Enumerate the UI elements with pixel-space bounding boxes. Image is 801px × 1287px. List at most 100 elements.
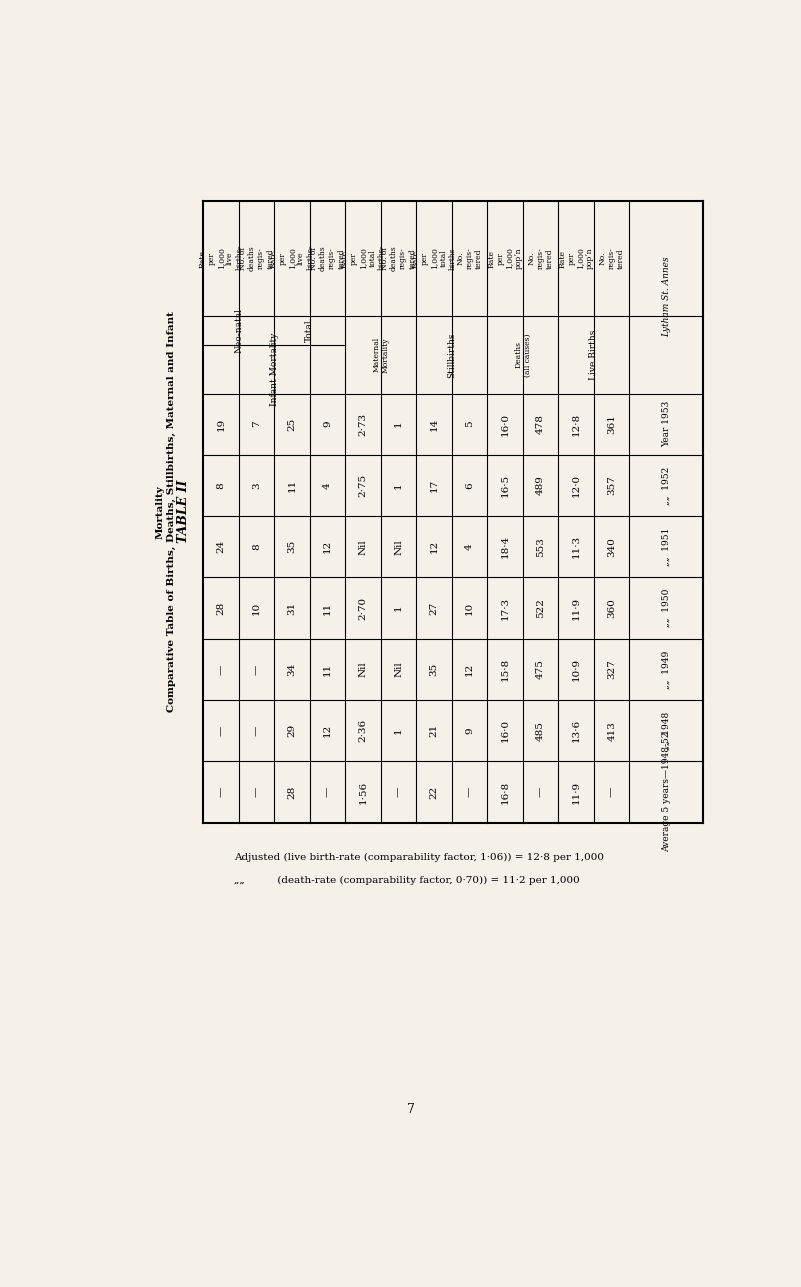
- Text: Rate
per
1,000
live
births: Rate per 1,000 live births: [199, 247, 244, 270]
- Text: 10: 10: [465, 601, 474, 615]
- Text: 17·3: 17·3: [501, 597, 509, 620]
- Text: 16·8: 16·8: [501, 781, 509, 803]
- Text: 1: 1: [394, 483, 403, 489]
- Text: 485: 485: [536, 721, 545, 741]
- Text: —: —: [394, 786, 403, 798]
- Text: 28: 28: [288, 785, 296, 799]
- Text: Maternal
Mortality: Maternal Mortality: [372, 337, 389, 373]
- Text: 16·5: 16·5: [501, 474, 509, 497]
- Text: Comparative Table of Births, Deaths, Stillbirths, Maternal and Infant: Comparative Table of Births, Deaths, Sti…: [167, 311, 176, 712]
- Text: 28: 28: [216, 601, 225, 615]
- Text: Adjusted (live birth-rate (comparability factor, 1·06)) = 12·8 per 1,000: Adjusted (live birth-rate (comparability…: [234, 853, 604, 862]
- Text: Infant Mortality: Infant Mortality: [270, 333, 279, 407]
- Text: „„  1948: „„ 1948: [662, 712, 670, 750]
- Text: 522: 522: [536, 598, 545, 618]
- Text: 7: 7: [252, 421, 261, 427]
- Text: 16·0: 16·0: [501, 719, 509, 743]
- Text: 478: 478: [536, 414, 545, 434]
- Text: 8: 8: [252, 543, 261, 550]
- Text: 11·3: 11·3: [572, 535, 581, 559]
- Text: 6: 6: [465, 483, 474, 489]
- Text: Rate
per
1,000
popʼn: Rate per 1,000 popʼn: [558, 247, 594, 269]
- Text: Stillbirths: Stillbirths: [447, 332, 457, 377]
- Text: No. of
deaths
regis-
tered: No. of deaths regis- tered: [310, 246, 345, 272]
- Text: 16·0: 16·0: [501, 413, 509, 436]
- Text: „„  1950: „„ 1950: [662, 589, 670, 627]
- Text: Neo-natal: Neo-natal: [234, 309, 244, 353]
- Text: 10: 10: [252, 601, 261, 615]
- Text: —: —: [323, 786, 332, 798]
- Text: Nil: Nil: [359, 662, 368, 677]
- Text: —: —: [252, 664, 261, 674]
- Text: —: —: [216, 786, 225, 798]
- Text: 2·36: 2·36: [359, 719, 368, 743]
- Text: 489: 489: [536, 476, 545, 495]
- Text: 475: 475: [536, 659, 545, 680]
- Text: 31: 31: [288, 601, 296, 615]
- Text: 34: 34: [288, 663, 296, 676]
- Text: —: —: [465, 786, 474, 798]
- Text: 5: 5: [465, 421, 474, 427]
- Text: Deaths
(all causes): Deaths (all causes): [514, 333, 532, 377]
- Text: —: —: [252, 726, 261, 736]
- Text: No. of
deaths
regis-
tered: No. of deaths regis- tered: [380, 246, 417, 272]
- Text: 357: 357: [607, 476, 616, 495]
- Text: 12·0: 12·0: [572, 474, 581, 497]
- Text: 11·9: 11·9: [572, 597, 581, 620]
- Text: Live Births: Live Births: [590, 329, 598, 380]
- Text: 2·73: 2·73: [359, 413, 368, 436]
- Text: 35: 35: [429, 663, 439, 676]
- Text: 13·6: 13·6: [572, 719, 581, 743]
- Text: Average 5 years—1948-52: Average 5 years—1948-52: [662, 732, 670, 852]
- Text: 2·70: 2·70: [359, 597, 368, 620]
- Text: 19: 19: [216, 417, 225, 431]
- Text: Mortality: Mortality: [156, 485, 165, 538]
- Text: 27: 27: [429, 601, 439, 615]
- Text: 4: 4: [323, 483, 332, 489]
- Text: 1: 1: [394, 421, 403, 427]
- Text: 17: 17: [429, 479, 439, 492]
- Text: No. of
deaths
regis-
tered: No. of deaths regis- tered: [239, 246, 274, 272]
- Text: 12: 12: [323, 725, 332, 737]
- Text: 21: 21: [429, 725, 439, 737]
- Text: 10·9: 10·9: [572, 658, 581, 681]
- Text: 12: 12: [323, 541, 332, 553]
- Text: 35: 35: [288, 541, 296, 553]
- Text: 11: 11: [323, 663, 332, 676]
- Text: „„  1949: „„ 1949: [662, 650, 670, 689]
- Text: No.
regis-
tered: No. regis- tered: [457, 247, 483, 269]
- Text: 24: 24: [216, 541, 225, 553]
- Text: 7: 7: [407, 1103, 415, 1116]
- Text: 553: 553: [536, 537, 545, 557]
- Text: —: —: [252, 786, 261, 798]
- Text: 18·4: 18·4: [501, 535, 509, 559]
- Text: 12: 12: [429, 541, 439, 553]
- Text: „„  1952: „„ 1952: [662, 466, 670, 505]
- Text: Rate
per
1,000
popʼn: Rate per 1,000 popʼn: [487, 247, 523, 269]
- Text: Total: Total: [305, 319, 314, 342]
- Text: 1·56: 1·56: [359, 781, 368, 803]
- Text: „„          (death-rate (comparability factor, 0·70)) = 11·2 per 1,000: „„ (death-rate (comparability factor, 0·…: [234, 876, 580, 885]
- Text: 11·9: 11·9: [572, 781, 581, 803]
- Text: 12: 12: [465, 663, 474, 676]
- Text: 25: 25: [288, 417, 296, 431]
- Text: Year 1953: Year 1953: [662, 402, 670, 448]
- Text: —: —: [216, 726, 225, 736]
- Text: 15·8: 15·8: [501, 658, 509, 681]
- Text: 360: 360: [607, 598, 616, 618]
- Text: Nil: Nil: [359, 539, 368, 555]
- Text: —: —: [607, 786, 616, 798]
- Text: Nil: Nil: [394, 662, 403, 677]
- Text: 11: 11: [323, 601, 332, 615]
- Text: „„  1951: „„ 1951: [662, 528, 670, 566]
- Text: No.
regis-
tered: No. regis- tered: [527, 247, 553, 269]
- Text: 22: 22: [429, 785, 439, 799]
- Text: 1: 1: [394, 605, 403, 611]
- Text: 361: 361: [607, 414, 616, 434]
- Text: 1: 1: [394, 727, 403, 734]
- Text: 8: 8: [216, 483, 225, 489]
- Text: TABLE II: TABLE II: [176, 480, 190, 543]
- Text: 9: 9: [465, 727, 474, 734]
- Text: No.
regis-
tered: No. regis- tered: [598, 247, 625, 269]
- Text: 413: 413: [607, 721, 616, 741]
